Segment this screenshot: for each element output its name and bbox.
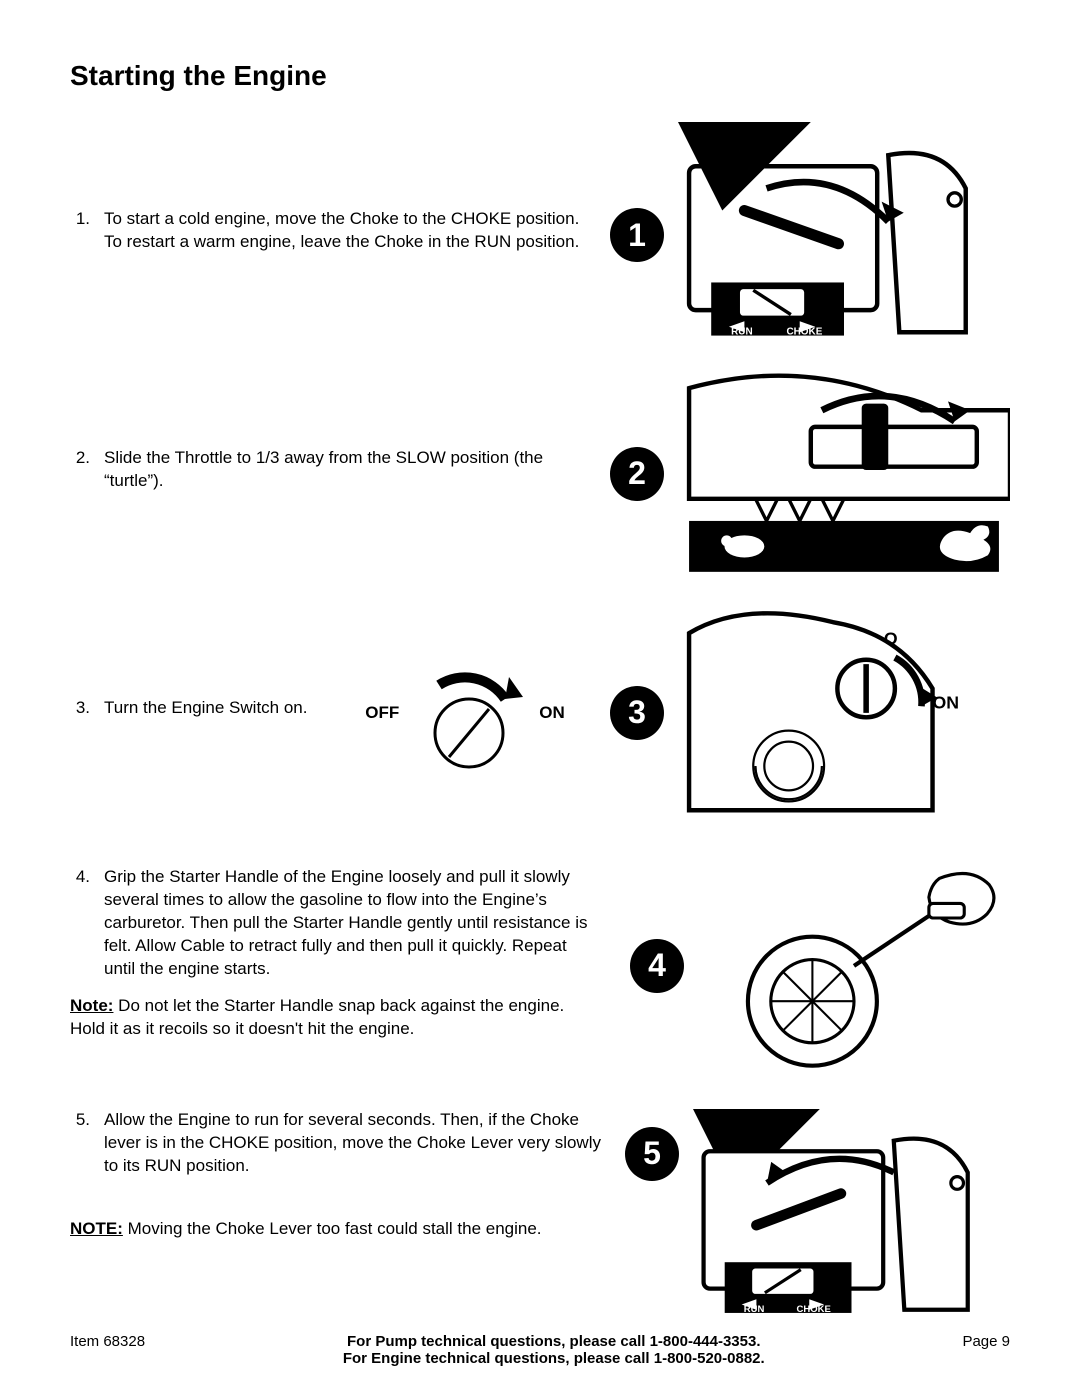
illustration-choke-lever: RUN CHOKE xyxy=(678,122,1010,348)
step-text: Slide the Throttle to 1/3 away from the … xyxy=(104,447,590,493)
step-text: To start a cold engine, move the Choke t… xyxy=(104,208,579,254)
step-5: 5. Allow the Engine to run for several s… xyxy=(70,1109,1010,1325)
step-badge-4: 4 xyxy=(630,939,684,993)
step-text: Grip the Starter Handle of the Engine lo… xyxy=(104,866,590,981)
note-label: NOTE: xyxy=(70,1219,123,1238)
svg-text:CHOKE: CHOKE xyxy=(786,326,822,337)
footer-item-number: Item 68328 xyxy=(70,1333,145,1350)
footer-support-engine: For Engine technical questions, please c… xyxy=(145,1350,962,1367)
note-label: Note: xyxy=(70,996,113,1015)
step-2: 2. Slide the Throttle to 1/3 away from t… xyxy=(70,366,1010,581)
footer-page-number: Page 9 xyxy=(962,1333,1010,1350)
step-text: Turn the Engine Switch on. xyxy=(104,697,308,720)
note-text: Do not let the Starter Handle snap back … xyxy=(70,996,564,1038)
svg-text:RUN: RUN xyxy=(731,326,753,337)
step-badge-3: 3 xyxy=(610,686,664,740)
step-badge-1: 1 xyxy=(610,208,664,262)
label-off: OFF xyxy=(365,703,399,723)
svg-text:ON: ON xyxy=(933,692,960,712)
page-footer: Item 68328 For Pump technical questions,… xyxy=(70,1333,1010,1367)
footer-support-pump: For Pump technical questions, please cal… xyxy=(145,1333,962,1350)
illustration-choke-run: RUN CHOKE xyxy=(693,1109,1010,1325)
step-number: 2. xyxy=(70,447,90,493)
step-4-note: Note: Do not let the Starter Handle snap… xyxy=(70,995,590,1041)
switch-dial-diagram: OFF ON xyxy=(350,653,580,773)
step-number: 4. xyxy=(70,866,90,981)
illustration-starter-pull xyxy=(698,866,1010,1079)
steps-list: 1. To start a cold engine, move the Chok… xyxy=(70,122,1010,1325)
step-text: Allow the Engine to run for several seco… xyxy=(104,1109,605,1178)
svg-text:RUN: RUN xyxy=(744,1304,765,1315)
page-title: Starting the Engine xyxy=(70,60,1010,92)
step-3: 3. Turn the Engine Switch on. OFF ON 3 xyxy=(70,600,1010,826)
label-on: ON xyxy=(539,703,565,723)
step-badge-5: 5 xyxy=(625,1127,679,1181)
note-text: Moving the Choke Lever too fast could st… xyxy=(123,1219,542,1238)
illustration-throttle xyxy=(678,366,1010,581)
svg-text:CHOKE: CHOKE xyxy=(797,1304,831,1315)
step-badge-2: 2 xyxy=(610,447,664,501)
step-number: 5. xyxy=(70,1109,90,1178)
step-5-note: NOTE: Moving the Choke Lever too fast co… xyxy=(70,1218,605,1241)
step-number: 3. xyxy=(70,697,90,720)
step-4: 4. Grip the Starter Handle of the Engine… xyxy=(70,866,1010,1079)
step-1: 1. To start a cold engine, move the Chok… xyxy=(70,122,1010,348)
svg-text:O: O xyxy=(884,628,898,648)
illustration-engine-switch: O ON xyxy=(678,600,1010,826)
step-number: 1. xyxy=(70,208,90,254)
